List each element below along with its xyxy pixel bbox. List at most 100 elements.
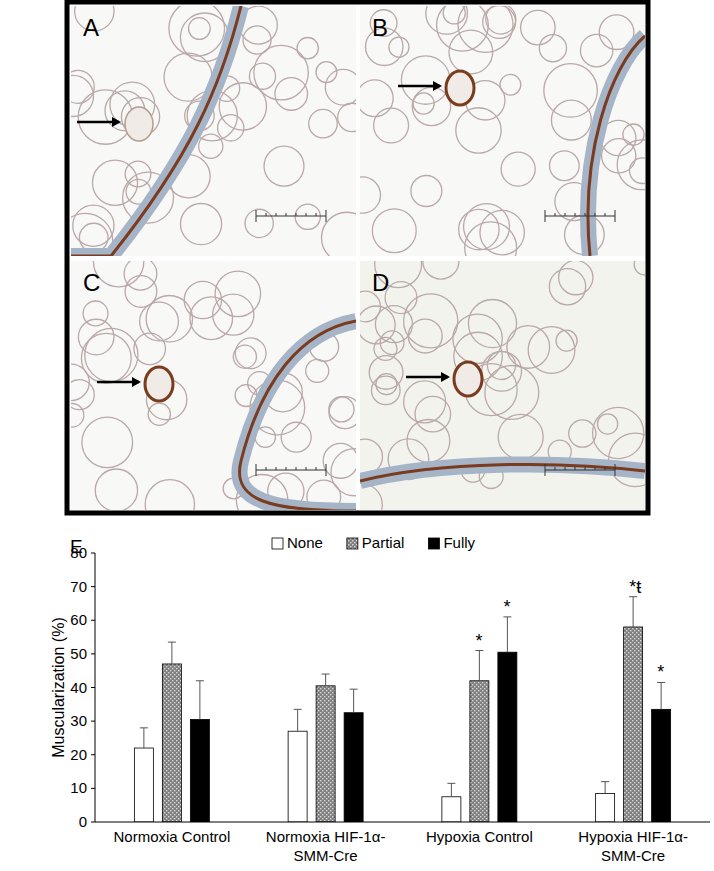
error-cap <box>601 781 609 782</box>
annotation: * <box>657 662 664 682</box>
alveolus <box>264 146 304 186</box>
scale-tick <box>615 210 616 222</box>
panel-label: D <box>372 269 389 296</box>
alveolus <box>360 177 381 213</box>
airway-smooth-muscle <box>239 321 356 510</box>
alveolus <box>556 330 577 351</box>
scale-tick <box>286 467 287 470</box>
error-line <box>451 783 452 796</box>
airway-epithelium <box>360 464 645 481</box>
alveolus <box>245 209 273 237</box>
background <box>360 261 645 510</box>
y-tick <box>91 620 95 621</box>
alveolus <box>321 212 356 256</box>
alveolus <box>458 6 513 52</box>
alveolus <box>437 6 489 51</box>
alveolus <box>297 37 318 58</box>
y-tick-label: 60 <box>70 611 87 628</box>
alveolus <box>331 449 356 496</box>
airway-epithelium <box>239 321 356 510</box>
alveolus <box>148 403 170 425</box>
error-line <box>507 617 508 652</box>
alveolus <box>528 327 575 374</box>
alveolus <box>125 276 157 308</box>
y-tick <box>91 653 95 654</box>
y-tick <box>91 586 95 587</box>
airway-smooth-muscle <box>71 6 241 256</box>
alveolus <box>180 204 221 245</box>
alveolus <box>459 209 499 249</box>
alveolus <box>500 74 521 95</box>
scale-tick <box>575 467 576 470</box>
legend-swatch <box>347 538 358 549</box>
y-tick <box>91 687 95 688</box>
alveolus <box>580 34 612 66</box>
panel-label: C <box>83 269 100 296</box>
alveolus <box>184 281 221 318</box>
alveolus <box>413 93 434 114</box>
alveolus <box>412 87 450 125</box>
legend-label: Partial <box>362 534 405 551</box>
alveolus <box>372 209 416 253</box>
bar <box>134 748 153 822</box>
legend-swatch <box>272 538 283 549</box>
y-tick-label: 0 <box>79 813 87 830</box>
alveolus <box>487 351 515 379</box>
alveolus <box>559 261 593 295</box>
scale-tick <box>565 213 566 216</box>
alveolus <box>544 64 597 117</box>
alveolus <box>456 108 501 153</box>
alveolus <box>569 420 596 447</box>
error-bar <box>475 651 483 681</box>
alveolus <box>316 62 337 83</box>
alveolus <box>630 158 645 184</box>
alveolus <box>71 380 94 410</box>
legend-item: Fully <box>428 534 475 551</box>
legend-label: None <box>287 534 323 551</box>
alveolus <box>79 223 108 252</box>
x-tick-label: Hypoxia HIF-1α-SMM-Cre <box>578 828 688 864</box>
scale-tick <box>595 467 596 470</box>
arrow-head <box>132 377 141 387</box>
y-tick-label: 50 <box>70 645 87 662</box>
bar <box>498 652 517 822</box>
bar <box>288 731 307 822</box>
background <box>360 6 645 256</box>
error-cap <box>294 709 302 710</box>
alveolus <box>254 45 308 99</box>
alveolus <box>325 69 356 105</box>
alveolus <box>602 139 636 173</box>
bars <box>134 597 670 822</box>
alveolus <box>93 261 143 287</box>
tissue <box>71 6 356 256</box>
error-bar <box>350 689 358 713</box>
scale-tick <box>316 213 317 216</box>
alveolus <box>443 6 465 24</box>
vessel <box>454 362 482 396</box>
alveolus <box>338 103 356 131</box>
error-cap <box>168 642 176 643</box>
scale-tick <box>575 213 576 216</box>
bar <box>442 797 461 822</box>
airway-epithelium <box>588 36 645 256</box>
airway-epithelium <box>71 6 241 256</box>
error-bar <box>196 681 204 720</box>
bar <box>470 681 489 822</box>
x-tick-label: Normoxia Control <box>114 828 231 845</box>
alveolus <box>92 160 137 205</box>
error-bar <box>657 682 665 709</box>
panel-label: A <box>83 14 99 41</box>
y-axis-label: Muscularization (%) <box>50 617 67 757</box>
legend-label: Fully <box>443 534 475 551</box>
arrow-head <box>433 81 442 91</box>
error-line <box>171 642 172 664</box>
scale-tick <box>306 213 307 216</box>
bar <box>190 719 209 822</box>
annotation: * <box>475 631 482 651</box>
alveolus <box>190 297 233 340</box>
label-line: Hypoxia Control <box>426 828 533 845</box>
scale-tick <box>276 213 277 216</box>
bar <box>652 709 671 822</box>
alveolus <box>404 381 446 423</box>
alveolus <box>411 175 442 206</box>
